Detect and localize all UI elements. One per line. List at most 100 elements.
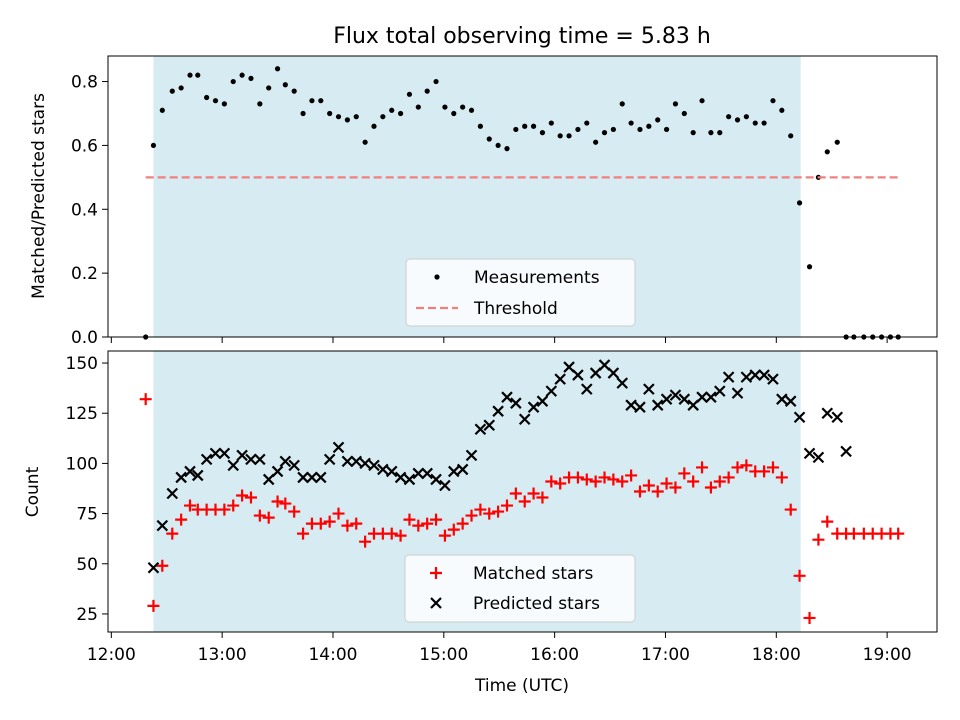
matched-star-point: [412, 519, 425, 532]
measurement-point: [761, 120, 767, 126]
matched-star-point: [722, 471, 735, 484]
matched-star-point: [253, 509, 266, 522]
matched-star-point: [456, 517, 469, 530]
predicted-star-point: [474, 423, 487, 436]
predicted-star-point: [831, 411, 844, 424]
measurement-point: [752, 120, 758, 126]
predicted-star-point: [184, 465, 196, 478]
legend-marker-measurements: [434, 274, 440, 280]
matched-star-point: [812, 533, 825, 546]
predicted-star-point: [722, 371, 735, 383]
matched-star-point: [704, 481, 717, 494]
matched-star-point: [687, 475, 700, 488]
predicted-star-point: [439, 479, 451, 492]
matched-star-point: [297, 527, 310, 540]
predicted-star-point: [767, 373, 779, 385]
matched-star-point: [218, 503, 231, 516]
measurement-point: [610, 126, 616, 133]
predicted-star-point: [696, 391, 708, 403]
measurement-point: [796, 200, 803, 206]
matched-star-point: [500, 499, 513, 512]
predicted-star-point: [705, 391, 717, 403]
legend-label-predicted: Predicted stars: [473, 594, 600, 614]
measurement-point: [433, 78, 439, 85]
predicted-star-point: [385, 465, 398, 478]
matched-star-point: [892, 527, 905, 540]
predicted-star-point: [394, 471, 407, 484]
measurement-point: [779, 107, 785, 113]
predicted-star-point: [156, 519, 169, 532]
legend-label-measurements: Measurements: [474, 268, 600, 288]
matched-star-point: [518, 495, 531, 508]
y-tick-label: 100: [66, 454, 98, 474]
predicted-star-point: [448, 465, 460, 478]
predicted-star-point: [341, 455, 354, 468]
predicted-star-point: [554, 373, 566, 385]
measurement-point: [353, 114, 359, 120]
measurement-point: [204, 94, 210, 101]
matched-star-point: [571, 471, 584, 484]
x-tick-label: 19:00: [863, 645, 912, 665]
bottom-panel-xticks: 12:00 13:00 14:00 15:00 16:00 17:00 18:00 19:00: [87, 632, 912, 665]
measurement-point: [318, 98, 324, 104]
top-panel-frame: [107, 55, 938, 338]
matched-star-point: [236, 489, 249, 502]
measurement-point: [150, 142, 157, 149]
predicted-star-point: [616, 377, 629, 389]
predicted-star-point: [501, 391, 513, 403]
measurement-point: [806, 264, 813, 270]
predicted-star-point: [166, 487, 179, 500]
predicted-star-point: [236, 449, 248, 462]
top-panel: 0.00.20.40.60.8 Matched/Predicted stars …: [29, 55, 938, 348]
matched-star-point: [288, 505, 301, 518]
x-tick-label: 12:00: [87, 645, 136, 665]
predicted-star-point: [527, 401, 540, 413]
legend-marker-predicted: [430, 597, 442, 609]
predicted-star-point: [572, 369, 584, 381]
legend-label-matched: Matched stars: [473, 564, 593, 584]
matched-star-point: [713, 475, 726, 488]
measurement-point: [424, 88, 430, 94]
matched-star-point: [430, 513, 443, 526]
matched-star-point: [536, 491, 549, 504]
predicted-star-point: [323, 453, 336, 466]
predicted-star-point: [589, 367, 602, 379]
matched-star-point: [633, 485, 646, 498]
matched-star-point: [793, 569, 806, 582]
matched-star-point: [314, 517, 327, 530]
predicted-star-point: [297, 471, 309, 484]
measurement-point: [566, 133, 572, 139]
bottom-panel-marks: [139, 359, 905, 624]
measurement-point: [681, 110, 687, 117]
predicted-star-point: [713, 385, 726, 397]
predicted-star-point: [271, 465, 284, 478]
predicted-star-point: [218, 447, 231, 460]
bottom-panel-frame: [107, 350, 938, 633]
matched-star-point: [803, 611, 816, 624]
matched-star-point: [784, 503, 797, 516]
matched-star-point: [262, 511, 275, 524]
measurement-point: [575, 126, 581, 133]
predicted-star-point: [803, 447, 816, 460]
top-panel-legend: Measurements Threshold: [405, 258, 636, 327]
measurement-point: [770, 98, 776, 104]
matched-star-point: [403, 513, 416, 526]
measurement-point: [690, 130, 696, 136]
predicted-star-point: [563, 361, 575, 373]
measurement-point: [655, 117, 661, 123]
measurement-point: [504, 146, 510, 152]
predicted-star-point: [840, 445, 852, 458]
top-panel-ylabel: Matched/Predicted stars: [29, 93, 49, 299]
matched-star-point: [394, 529, 407, 542]
measurement-point: [389, 107, 395, 113]
matched-star-point: [227, 499, 240, 512]
predicted-star-point: [350, 455, 363, 468]
matched-star-point: [359, 535, 372, 548]
measurement-point: [159, 107, 165, 113]
top-panel-xticks: [110, 337, 888, 343]
predicted-star-point: [510, 397, 522, 409]
predicted-star-point: [545, 385, 558, 397]
bottom-panel-legend: Matched stars Predicted stars: [404, 554, 636, 623]
matched-star-point: [740, 459, 753, 472]
